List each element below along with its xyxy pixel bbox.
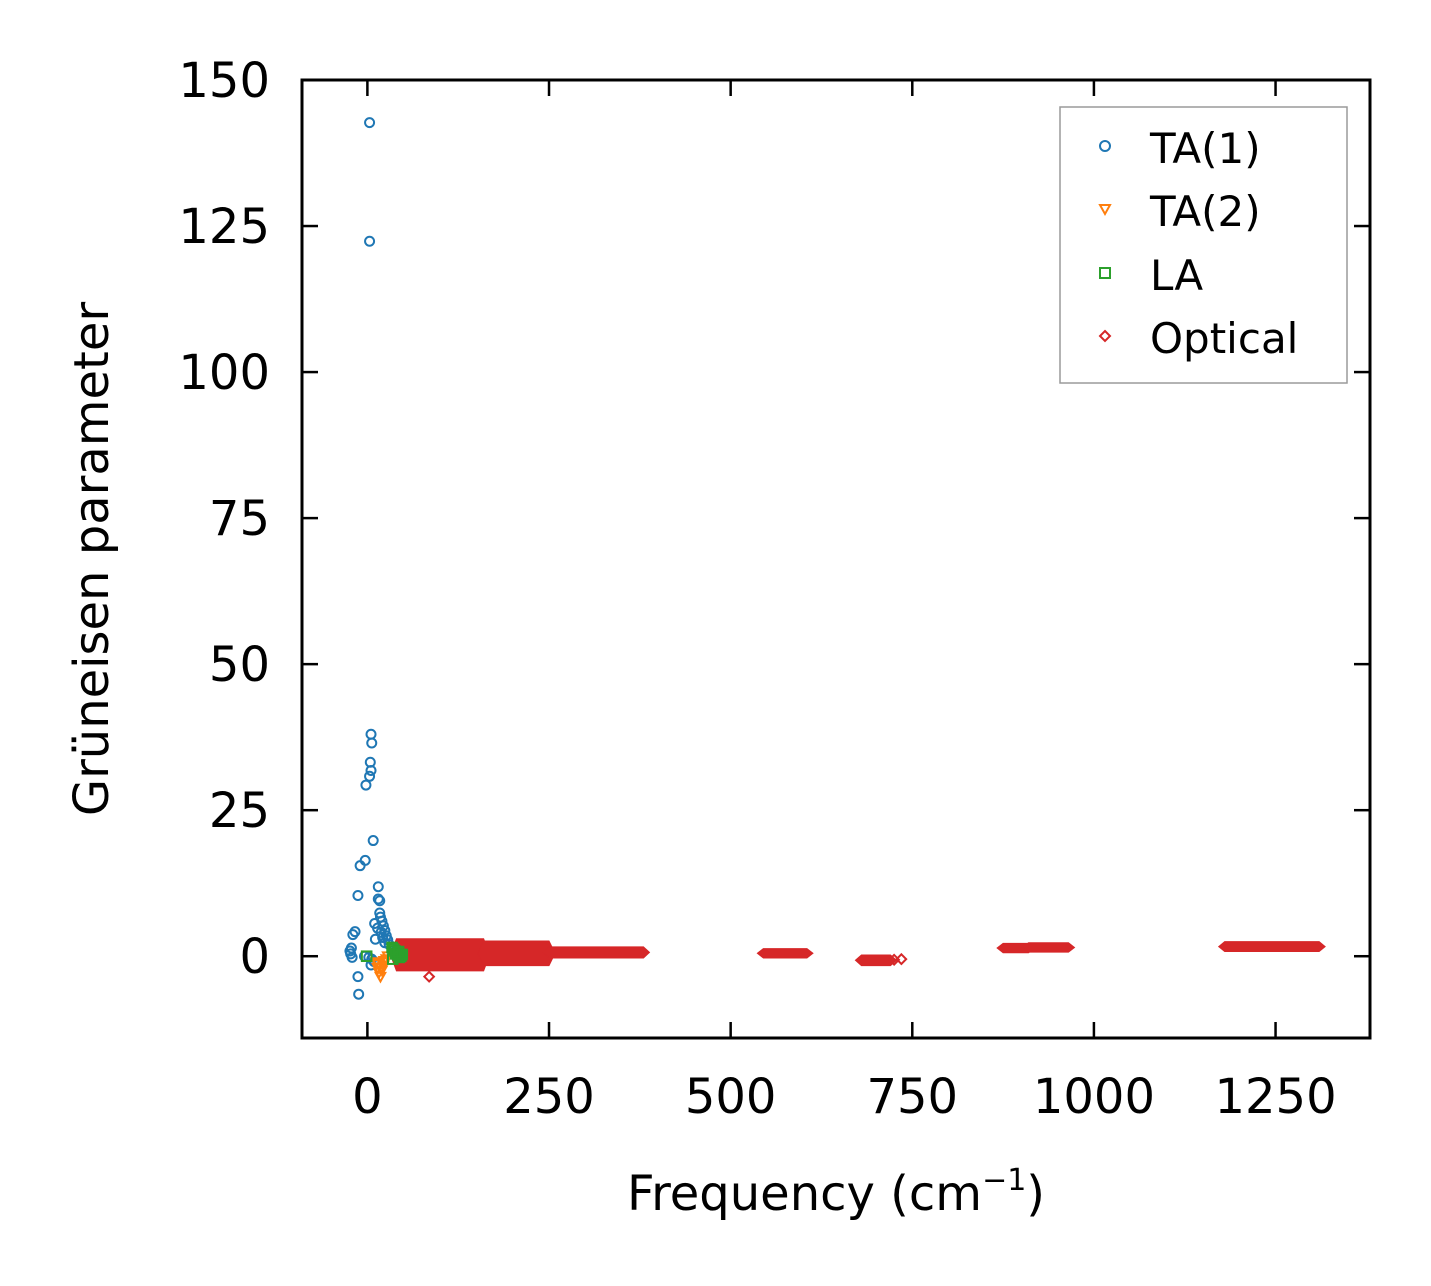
la-point-11	[396, 948, 409, 961]
ta1-point-19	[377, 920, 389, 932]
la-point-0	[360, 950, 373, 963]
legend-label-la: LA	[1150, 251, 1203, 300]
ta1-point-12	[352, 889, 364, 901]
ta1-point-11	[372, 881, 384, 893]
ta1-point-8	[367, 835, 379, 847]
ta1-point-0	[364, 117, 376, 129]
y-tick-label-150: 150	[178, 53, 270, 109]
x-tick-label-250: 250	[503, 1069, 595, 1125]
ta1-point-5	[365, 764, 377, 776]
ta1-point-14	[374, 895, 386, 907]
plot-frame	[300, 78, 1372, 1040]
y-tick-label-125: 125	[178, 199, 270, 255]
ta1-point-41	[353, 988, 365, 1000]
ta1-point-28	[369, 933, 381, 945]
x-axis-title: Frequency (cm−1)	[627, 1163, 1045, 1222]
legend-label-ta1: TA(1)	[1149, 124, 1261, 173]
ticks-layer: 0 250 500 750 1000 1250 0 25 50 75 100 125 150	[178, 53, 1370, 1125]
y-tick-label-100: 100	[178, 345, 270, 401]
x-axis-title-superscript: −1	[982, 1163, 1026, 1198]
ta1-point-34	[346, 951, 358, 963]
y-axis-title: Grüneisen parameter	[64, 302, 120, 817]
la-point-6	[393, 951, 406, 964]
legend-label-ta2: TA(2)	[1149, 187, 1261, 236]
legend-marker-optical	[1098, 329, 1112, 343]
legend-marker-ta2	[1098, 204, 1112, 217]
data-layer	[344, 117, 1326, 1000]
ta1-point-24	[347, 929, 359, 941]
legend-marker-la	[1099, 267, 1111, 279]
ta1-point-13	[372, 893, 384, 905]
optical-point-2	[887, 953, 901, 966]
legend: TA(1) TA(2) LA Optical	[1059, 106, 1348, 384]
y-tick-label-0: 0	[239, 929, 270, 985]
y-tick-label-75: 75	[209, 491, 270, 547]
y-tick-label-25: 25	[209, 783, 270, 839]
x-tick-label-1000: 1000	[1033, 1069, 1155, 1125]
optical-band-6	[1021, 942, 1076, 953]
x-tick-label-0: 0	[352, 1069, 383, 1125]
ta1-point-6	[364, 770, 376, 782]
ta1-point-7	[360, 779, 372, 791]
optical-band-3	[756, 948, 814, 959]
legend-label-optical: Optical	[1150, 314, 1298, 363]
ta1-point-1	[364, 235, 376, 247]
x-tick-label-1250: 1250	[1214, 1069, 1336, 1125]
optical-point-1	[895, 952, 908, 966]
la-point-10	[392, 945, 405, 958]
ta1-point-40	[352, 971, 364, 983]
x-axis-title-tail: )	[1026, 1166, 1045, 1222]
legend-markers	[1098, 140, 1112, 343]
la-point-9	[389, 948, 402, 960]
ta2-point-11	[377, 956, 391, 968]
ta2-point-10	[374, 962, 388, 975]
optical-band-7	[1217, 941, 1326, 953]
ta1-point-10	[354, 860, 366, 872]
y-tick-label-50: 50	[209, 637, 270, 693]
optical-point-0	[422, 970, 436, 983]
x-tick-label-750: 750	[866, 1069, 958, 1125]
x-tick-label-500: 500	[685, 1069, 777, 1125]
legend-marker-ta1	[1099, 140, 1111, 152]
ta1-point-3	[366, 737, 378, 749]
optical-band-2	[542, 946, 651, 959]
ta1-point-26	[377, 932, 389, 944]
